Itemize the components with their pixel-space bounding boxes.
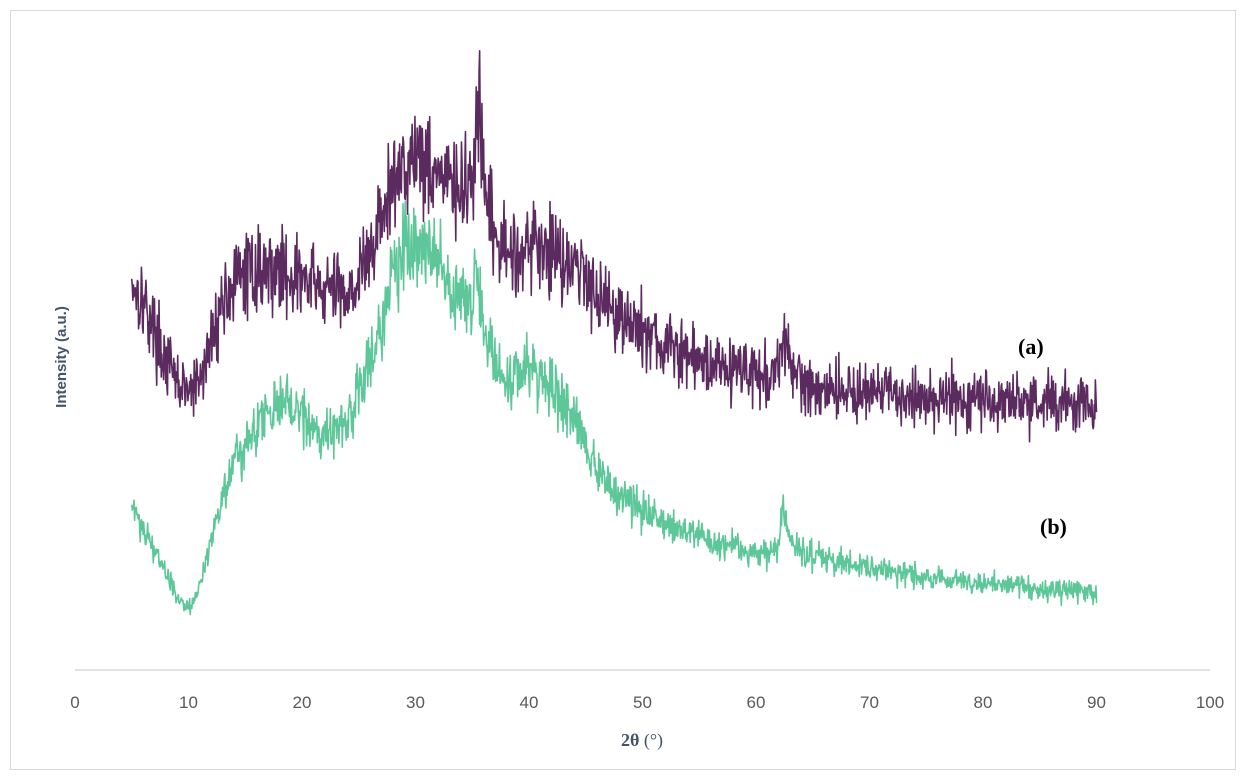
annotation-b: (b) [1040, 514, 1067, 539]
x-tick-label: 0 [70, 693, 79, 712]
x-tick-label: 60 [747, 693, 766, 712]
x-tick-label: 70 [860, 693, 879, 712]
series-line-a [130, 49, 1098, 443]
x-tick-label: 50 [633, 693, 652, 712]
x-axis-label-unit: (°) [639, 730, 663, 751]
annotation-a: (a) [1018, 334, 1044, 359]
x-tick-label: 30 [406, 693, 425, 712]
series-group [130, 49, 1098, 616]
x-axis-label: 2θ (°) [621, 730, 663, 751]
x-tick-label: 40 [520, 693, 539, 712]
x-tick-label: 100 [1196, 693, 1224, 712]
x-tick-labels: 0 10 20 30 40 50 60 70 80 90 100 [70, 693, 1224, 712]
x-tick-label: 90 [1087, 693, 1106, 712]
x-tick-label: 10 [179, 693, 198, 712]
x-axis-label-symbol: 2θ [621, 730, 639, 750]
series-line-b [130, 200, 1098, 616]
y-axis-label: Intensity (a.u.) [53, 306, 70, 408]
x-tick-label: 80 [974, 693, 993, 712]
x-tick-label: 20 [293, 693, 312, 712]
